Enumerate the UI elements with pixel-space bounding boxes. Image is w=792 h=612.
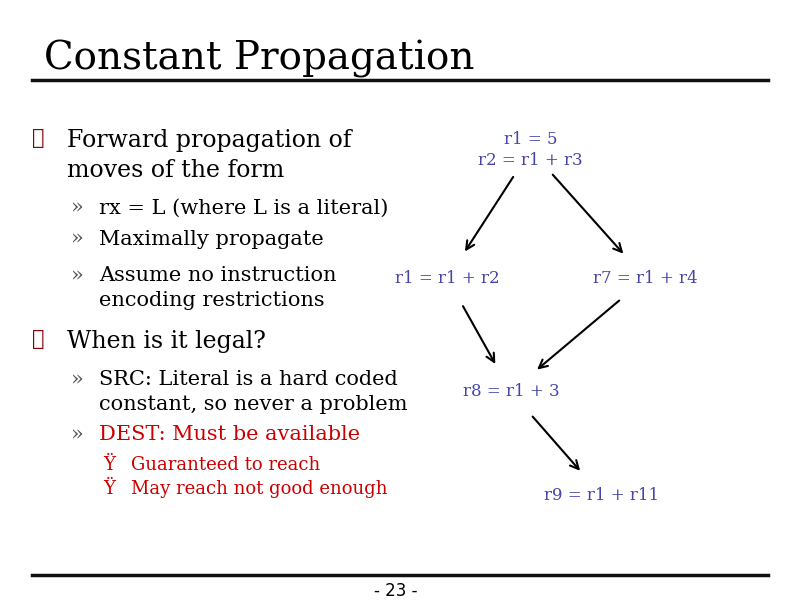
Text: r1 = 5
r2 = r1 + r3: r1 = 5 r2 = r1 + r3 bbox=[478, 131, 583, 169]
Text: Ÿ: Ÿ bbox=[103, 456, 115, 474]
Text: r7 = r1 + r4: r7 = r1 + r4 bbox=[593, 270, 698, 287]
Text: r8 = r1 + 3: r8 = r1 + 3 bbox=[463, 383, 559, 400]
Text: Guaranteed to reach: Guaranteed to reach bbox=[131, 456, 320, 474]
Text: r9 = r1 + r11: r9 = r1 + r11 bbox=[544, 487, 660, 504]
Text: ❖: ❖ bbox=[32, 129, 44, 147]
Text: Ÿ: Ÿ bbox=[103, 480, 115, 498]
Text: Assume no instruction
encoding restrictions: Assume no instruction encoding restricti… bbox=[99, 266, 337, 310]
Text: »: » bbox=[71, 199, 84, 218]
Text: Constant Propagation: Constant Propagation bbox=[44, 40, 474, 78]
Text: r1 = r1 + r2: r1 = r1 + r2 bbox=[395, 270, 500, 287]
Text: »: » bbox=[71, 370, 84, 389]
Text: May reach not good enough: May reach not good enough bbox=[131, 480, 387, 498]
Text: »: » bbox=[71, 425, 84, 444]
Text: Maximally propagate: Maximally propagate bbox=[99, 230, 324, 248]
Text: »: » bbox=[71, 266, 84, 285]
Text: SRC: Literal is a hard coded
constant, so never a problem: SRC: Literal is a hard coded constant, s… bbox=[99, 370, 408, 414]
Text: - 23 -: - 23 - bbox=[375, 581, 417, 600]
Text: ❖: ❖ bbox=[32, 330, 44, 349]
Text: DEST: Must be available: DEST: Must be available bbox=[99, 425, 360, 444]
Text: rx = L (where L is a literal): rx = L (where L is a literal) bbox=[99, 199, 388, 218]
Text: When is it legal?: When is it legal? bbox=[67, 330, 266, 354]
Text: Forward propagation of
moves of the form: Forward propagation of moves of the form bbox=[67, 129, 352, 182]
Text: »: » bbox=[71, 230, 84, 248]
